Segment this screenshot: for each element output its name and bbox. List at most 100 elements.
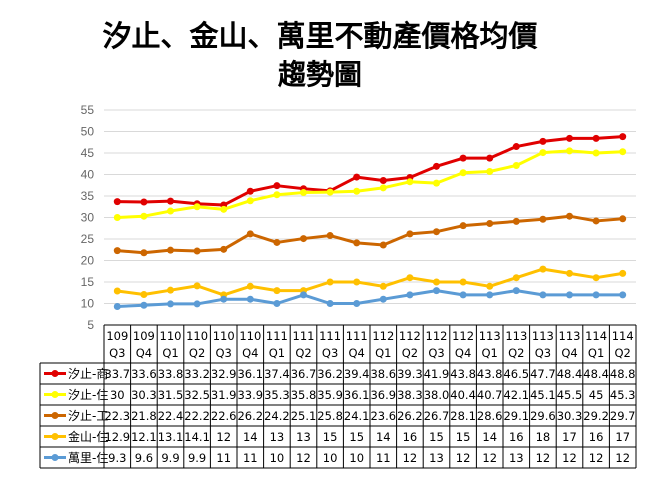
data-point — [566, 134, 573, 142]
x-tick-label-quarter: Q3 — [322, 346, 338, 360]
data-point — [592, 134, 600, 142]
data-point — [326, 232, 334, 240]
data-label: 11 — [243, 451, 258, 465]
data-point — [619, 291, 627, 299]
data-point — [566, 269, 573, 277]
data-label: 12 — [456, 451, 471, 465]
data-point — [353, 187, 361, 195]
data-label: 17 — [562, 430, 577, 444]
data-point — [379, 295, 387, 303]
chart-title-line-1: 汐止、金山、萬里不動產價格均價 — [102, 19, 538, 53]
data-point — [113, 198, 121, 206]
x-tick-label-year: 111 — [266, 329, 288, 343]
data-label: 16 — [589, 430, 604, 444]
data-label: 10 — [349, 451, 364, 465]
data-label: 12.1 — [131, 430, 157, 444]
y-tick-label: 55 — [81, 103, 95, 117]
data-label: 38.3 — [397, 388, 423, 402]
x-tick-label-year: 114 — [612, 329, 634, 343]
y-tick-label: 45 — [81, 146, 95, 160]
data-label: 33.9 — [237, 388, 263, 402]
x-tick-label-year: 110 — [160, 329, 182, 343]
x-tick-label-year: 111 — [319, 329, 341, 343]
chart-title: 汐止、金山、萬里不動產價格均價 趨勢圖 — [102, 19, 538, 91]
data-point — [379, 282, 387, 290]
x-tick-label-quarter: Q3 — [428, 346, 444, 360]
data-point — [353, 239, 361, 247]
data-point — [220, 205, 228, 213]
data-label: 32.5 — [184, 388, 210, 402]
data-point — [592, 291, 600, 299]
x-tick-label-quarter: Q4 — [349, 346, 365, 360]
data-point — [353, 300, 361, 307]
data-point — [619, 133, 627, 141]
data-label: 36.1 — [344, 388, 370, 402]
data-point — [512, 217, 520, 225]
series-line — [117, 149, 623, 219]
data-label: 15 — [429, 430, 444, 444]
legend-label: 萬里-住 — [68, 451, 108, 465]
data-table: 109 Q3 109 Q4 110 Q1 110 Q2 110 Q3 110 Q4 111 Q1 111 Q2… — [39, 324, 637, 469]
x-tick-label-quarter: Q3 — [109, 346, 125, 360]
data-point — [273, 182, 281, 190]
data-point — [246, 282, 254, 290]
y-tick-label: 25 — [81, 232, 95, 246]
data-point — [193, 247, 201, 255]
data-label: 33.2 — [184, 367, 210, 381]
data-label: 10 — [270, 451, 285, 465]
data-label: 43.8 — [450, 367, 476, 381]
data-point — [512, 274, 520, 282]
data-point — [486, 291, 494, 299]
data-label: 28.6 — [477, 409, 503, 423]
data-label: 38.6 — [370, 367, 396, 381]
y-tick-label: 50 — [81, 125, 95, 139]
data-point — [619, 148, 627, 156]
y-tick-label: 5 — [87, 318, 94, 332]
data-point — [379, 241, 387, 249]
data-point — [512, 287, 520, 295]
data-point — [113, 214, 121, 221]
data-label: 25.1 — [291, 409, 317, 423]
x-tick-label-year: 113 — [479, 329, 501, 343]
x-tick-label-quarter: Q1 — [269, 346, 285, 360]
x-tick-label-quarter: Q1 — [162, 346, 178, 360]
data-label: 35.8 — [291, 388, 317, 402]
data-label: 12 — [615, 451, 630, 465]
data-point — [406, 291, 414, 299]
data-point — [326, 300, 334, 307]
data-point — [353, 278, 361, 286]
data-point — [566, 212, 573, 220]
y-tick-label: 20 — [81, 254, 95, 268]
y-tick-label: 35 — [81, 189, 95, 203]
x-tick-label-year: 112 — [452, 329, 474, 343]
x-tick-label-quarter: Q2 — [189, 346, 205, 360]
data-point — [246, 187, 254, 195]
data-point — [539, 265, 547, 273]
x-tick-label-year: 112 — [399, 329, 421, 343]
data-label: 12 — [482, 451, 497, 465]
x-tick-label-quarter: Q1 — [482, 346, 498, 360]
data-label: 15 — [349, 430, 364, 444]
data-point — [273, 300, 281, 307]
data-point — [353, 173, 361, 181]
data-point — [113, 303, 121, 311]
data-label: 15 — [456, 430, 471, 444]
data-label: 43.8 — [477, 367, 503, 381]
x-tick-label-year: 110 — [239, 329, 261, 343]
legend-swatch-marker — [51, 370, 59, 377]
data-point — [566, 147, 573, 155]
data-label: 48.4 — [583, 367, 609, 381]
data-point — [433, 287, 440, 295]
legend-label: 汐止-商 — [68, 366, 108, 381]
x-tick-label-year: 114 — [585, 329, 607, 343]
x-tick-label-year: 110 — [213, 329, 235, 343]
data-point — [167, 286, 174, 294]
data-label: 31.5 — [158, 388, 184, 402]
data-label: 12 — [403, 451, 418, 465]
data-label: 22.3 — [104, 409, 130, 423]
data-label: 31.9 — [211, 388, 237, 402]
y-tick-label: 10 — [81, 297, 95, 311]
data-label: 14 — [243, 430, 258, 444]
legend-label: 汐止-工 — [68, 408, 108, 423]
x-tick-label-quarter: Q1 — [375, 346, 391, 360]
